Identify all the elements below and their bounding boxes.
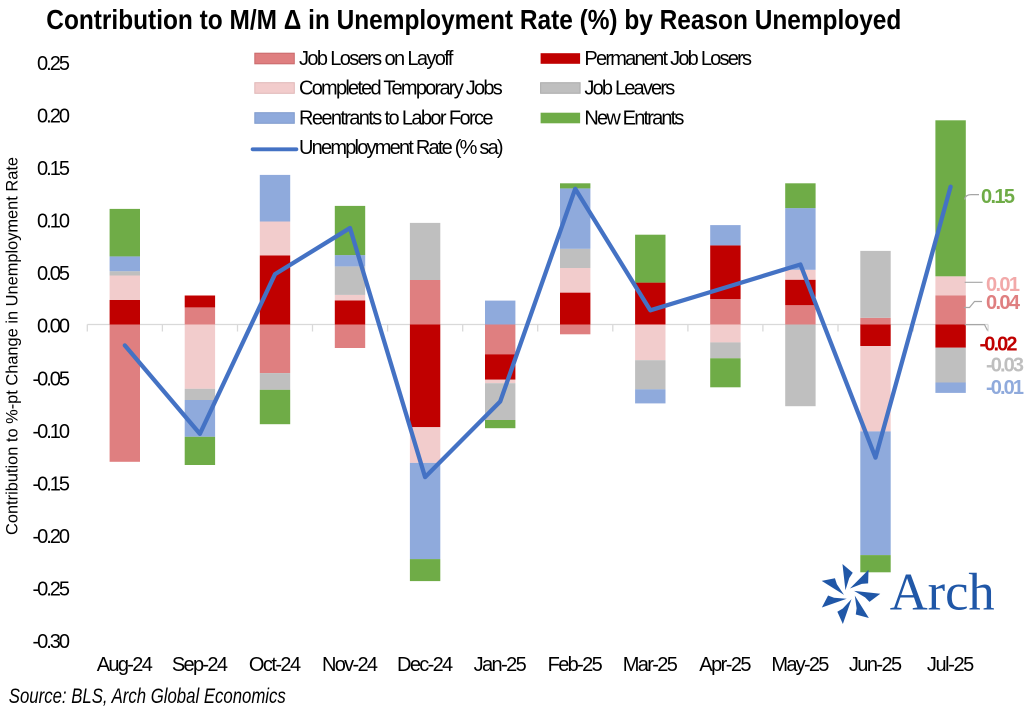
svg-text:Jun-25: Jun-25: [849, 654, 902, 676]
svg-text:Contribution to %-pt Change in: Contribution to %-pt Change in Unemploym…: [3, 157, 22, 535]
svg-text:0.05: 0.05: [37, 263, 70, 285]
svg-text:0.15: 0.15: [981, 186, 1015, 208]
svg-text:-0.15: -0.15: [33, 473, 71, 495]
svg-text:-0.03: -0.03: [986, 354, 1024, 376]
svg-text:-0.02: -0.02: [980, 333, 1018, 355]
svg-text:Arch: Arch: [890, 564, 995, 622]
svg-text:Sep-24: Sep-24: [172, 654, 228, 676]
svg-text:Feb-25: Feb-25: [548, 654, 603, 676]
svg-text:-0.05: -0.05: [33, 368, 71, 390]
svg-text:-0.01: -0.01: [986, 377, 1024, 399]
svg-text:-0.20: -0.20: [33, 526, 71, 548]
svg-text:Reentrants to Labor Force: Reentrants to Labor Force: [299, 108, 494, 130]
svg-text:Unemployment Rate (% sa): Unemployment Rate (% sa): [299, 137, 504, 159]
svg-text:0.20: 0.20: [37, 106, 70, 128]
svg-text:0.10: 0.10: [37, 211, 70, 233]
svg-text:Apr-25: Apr-25: [699, 654, 751, 676]
svg-text:-0.25: -0.25: [33, 579, 71, 601]
svg-text:0.15: 0.15: [37, 158, 70, 180]
svg-text:0.04: 0.04: [986, 292, 1021, 314]
svg-text:0.25: 0.25: [37, 53, 70, 75]
svg-text:Contribution to M/M Δ in Unemp: Contribution to M/M Δ in Unemployment Ra…: [46, 4, 901, 35]
svg-text:0.00: 0.00: [37, 316, 70, 338]
svg-text:Dec-24: Dec-24: [397, 654, 453, 676]
svg-text:Jul-25: Jul-25: [927, 654, 974, 676]
svg-text:Job Leavers: Job Leavers: [584, 78, 675, 100]
svg-text:Mar-25: Mar-25: [623, 654, 678, 676]
svg-text:Nov-24: Nov-24: [322, 654, 378, 676]
svg-text:May-25: May-25: [771, 654, 829, 676]
svg-text:Completed Temporary Jobs: Completed Temporary Jobs: [299, 78, 503, 100]
svg-text:-0.30: -0.30: [33, 631, 71, 653]
svg-text:Job Losers on Layoff: Job Losers on Layoff: [299, 48, 454, 70]
svg-text:Source: BLS, Arch Global Econo: Source: BLS, Arch Global Economics: [9, 685, 286, 708]
svg-text:New Entrants: New Entrants: [584, 108, 684, 130]
svg-text:Jan-25: Jan-25: [474, 654, 527, 676]
svg-text:Permanent Job Losers: Permanent Job Losers: [584, 48, 752, 70]
svg-text:Oct-24: Oct-24: [249, 654, 301, 676]
svg-text:0.01: 0.01: [986, 274, 1020, 296]
svg-text:-0.10: -0.10: [33, 421, 71, 443]
svg-text:Aug-24: Aug-24: [97, 654, 153, 676]
